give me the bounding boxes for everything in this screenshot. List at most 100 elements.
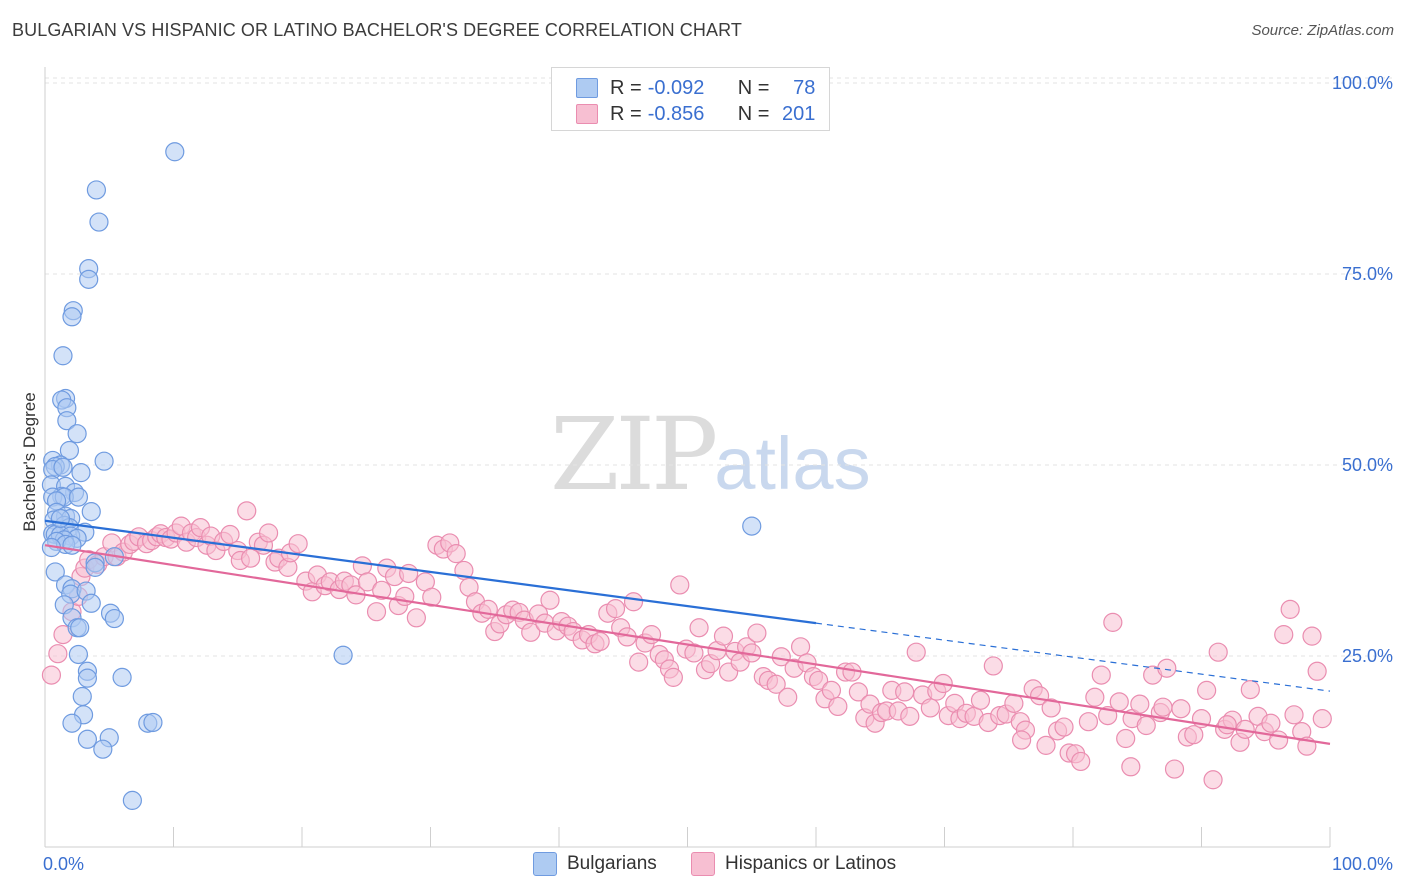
correlation-legend: R = -0.092 N = 78 R = -0.856 N = 201 xyxy=(551,67,830,131)
legend-swatch-blue xyxy=(533,852,557,876)
point-bulgarian xyxy=(53,457,73,477)
axes xyxy=(44,67,1331,848)
point-hispanic xyxy=(1184,725,1204,745)
point-hispanic xyxy=(406,608,426,628)
point-bulgarian xyxy=(57,411,77,431)
point-hispanic xyxy=(790,637,811,657)
point-hispanic xyxy=(521,622,541,642)
point-hispanic xyxy=(540,590,560,610)
point-hispanic xyxy=(1157,658,1177,678)
point-hispanic xyxy=(1208,642,1228,662)
y-axis-label: Bachelor's Degree xyxy=(20,392,39,531)
source-label: Source: ZipAtlas.com xyxy=(1251,22,1394,39)
point-hispanic xyxy=(1136,715,1156,736)
point-hispanic xyxy=(766,674,786,694)
trend-lines xyxy=(44,519,1331,745)
gridlines xyxy=(45,77,1392,657)
legend-swatch-pink xyxy=(576,104,598,124)
point-hispanic xyxy=(1054,717,1074,737)
point-hispanic xyxy=(1307,661,1327,681)
legend-r-value: -0.856 xyxy=(647,102,705,125)
point-hispanic xyxy=(258,523,279,543)
point-bulgarian xyxy=(81,502,101,522)
legend-swatch-pink xyxy=(691,852,715,876)
chart-title: BULGARIAN VS HISPANIC OR LATINO BACHELOR… xyxy=(12,20,742,40)
point-hispanic xyxy=(1103,612,1123,632)
point-bulgarian xyxy=(93,739,113,759)
point-hispanic xyxy=(670,575,690,595)
point-hispanic xyxy=(906,642,926,662)
point-hispanic xyxy=(1171,699,1191,719)
trendline-extension-bulgarian xyxy=(815,622,1331,692)
point-bulgarian xyxy=(62,535,82,555)
point-hispanic xyxy=(970,690,991,710)
point-hispanic xyxy=(1078,712,1099,732)
trendline-hispanic xyxy=(44,544,1331,745)
point-bulgarian xyxy=(86,180,107,200)
point-bulgarian xyxy=(77,668,98,688)
point-hispanic xyxy=(1261,713,1281,733)
point-hispanic xyxy=(1116,728,1136,749)
point-hispanic xyxy=(422,587,442,607)
point-hispanic xyxy=(1109,692,1129,712)
point-hispanic xyxy=(821,680,842,700)
point-bulgarian xyxy=(72,686,92,707)
point-bulgarian xyxy=(104,608,124,629)
watermark-atlas: atlas xyxy=(714,422,871,505)
point-hispanic xyxy=(288,534,308,554)
legend-label: Bulgarians xyxy=(567,853,657,874)
legend-n-label: N = xyxy=(737,76,770,99)
point-bulgarian xyxy=(742,516,762,536)
point-bulgarian xyxy=(71,463,91,483)
point-bulgarian xyxy=(68,487,89,507)
point-hispanic xyxy=(1041,698,1061,718)
point-hispanic xyxy=(1274,625,1294,645)
point-hispanic xyxy=(605,599,626,619)
point-hispanic xyxy=(920,698,940,718)
legend-label: Hispanics or Latinos xyxy=(725,853,897,874)
point-hispanic xyxy=(808,670,829,691)
y-tick-label: 25.0% xyxy=(1342,646,1393,666)
point-hispanic xyxy=(747,623,767,643)
point-bulgarian xyxy=(70,618,90,638)
point-bulgarian xyxy=(59,440,80,461)
x-tick-label-max: 100.0% xyxy=(1332,854,1393,874)
point-hispanic xyxy=(895,682,915,702)
point-hispanic xyxy=(366,602,387,622)
point-hispanic xyxy=(629,652,649,672)
point-hispanic xyxy=(241,548,261,568)
legend-n-label: N = xyxy=(737,102,770,125)
point-bulgarian xyxy=(68,644,89,665)
point-bulgarian xyxy=(62,307,82,327)
legend-n-value: 201 xyxy=(782,102,816,125)
point-hispanic xyxy=(1071,751,1091,772)
point-hispanic xyxy=(1302,626,1322,646)
point-hispanic xyxy=(1203,770,1223,790)
legend-row-bulgarians: R = -0.092 N = 78 xyxy=(576,76,815,100)
point-bulgarian xyxy=(165,142,185,162)
point-hispanic xyxy=(1240,680,1260,700)
point-hispanic xyxy=(1284,705,1304,725)
legend-swatch-blue xyxy=(576,78,598,98)
point-hispanic xyxy=(372,580,392,600)
point-hispanic xyxy=(1312,709,1332,729)
legend-row-hispanics: R = -0.856 N = 201 xyxy=(576,102,815,126)
y-tick-label: 75.0% xyxy=(1342,264,1393,284)
y-tick-label: 50.0% xyxy=(1342,455,1393,475)
point-hispanic xyxy=(41,665,62,685)
point-bulgarian xyxy=(67,424,87,444)
point-hispanic xyxy=(900,706,920,726)
point-hispanic xyxy=(1011,730,1032,750)
point-hispanic xyxy=(237,501,257,521)
point-bulgarian xyxy=(333,645,353,665)
point-hispanic xyxy=(1121,757,1141,777)
point-bulgarian xyxy=(45,562,65,582)
point-hispanic xyxy=(220,524,240,545)
point-hispanic xyxy=(48,644,68,664)
watermark-zip: ZIP xyxy=(550,396,718,513)
point-hispanic xyxy=(828,696,848,717)
y-tick-label: 100.0% xyxy=(1332,73,1393,93)
point-bulgarian xyxy=(122,790,142,810)
point-hispanic xyxy=(590,631,610,652)
